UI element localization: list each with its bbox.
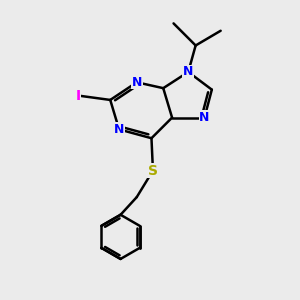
Text: N: N	[183, 65, 194, 79]
Text: N: N	[114, 123, 124, 136]
Text: N: N	[199, 111, 210, 124]
Text: N: N	[132, 76, 142, 89]
Text: I: I	[75, 88, 80, 103]
Text: S: S	[148, 164, 158, 178]
